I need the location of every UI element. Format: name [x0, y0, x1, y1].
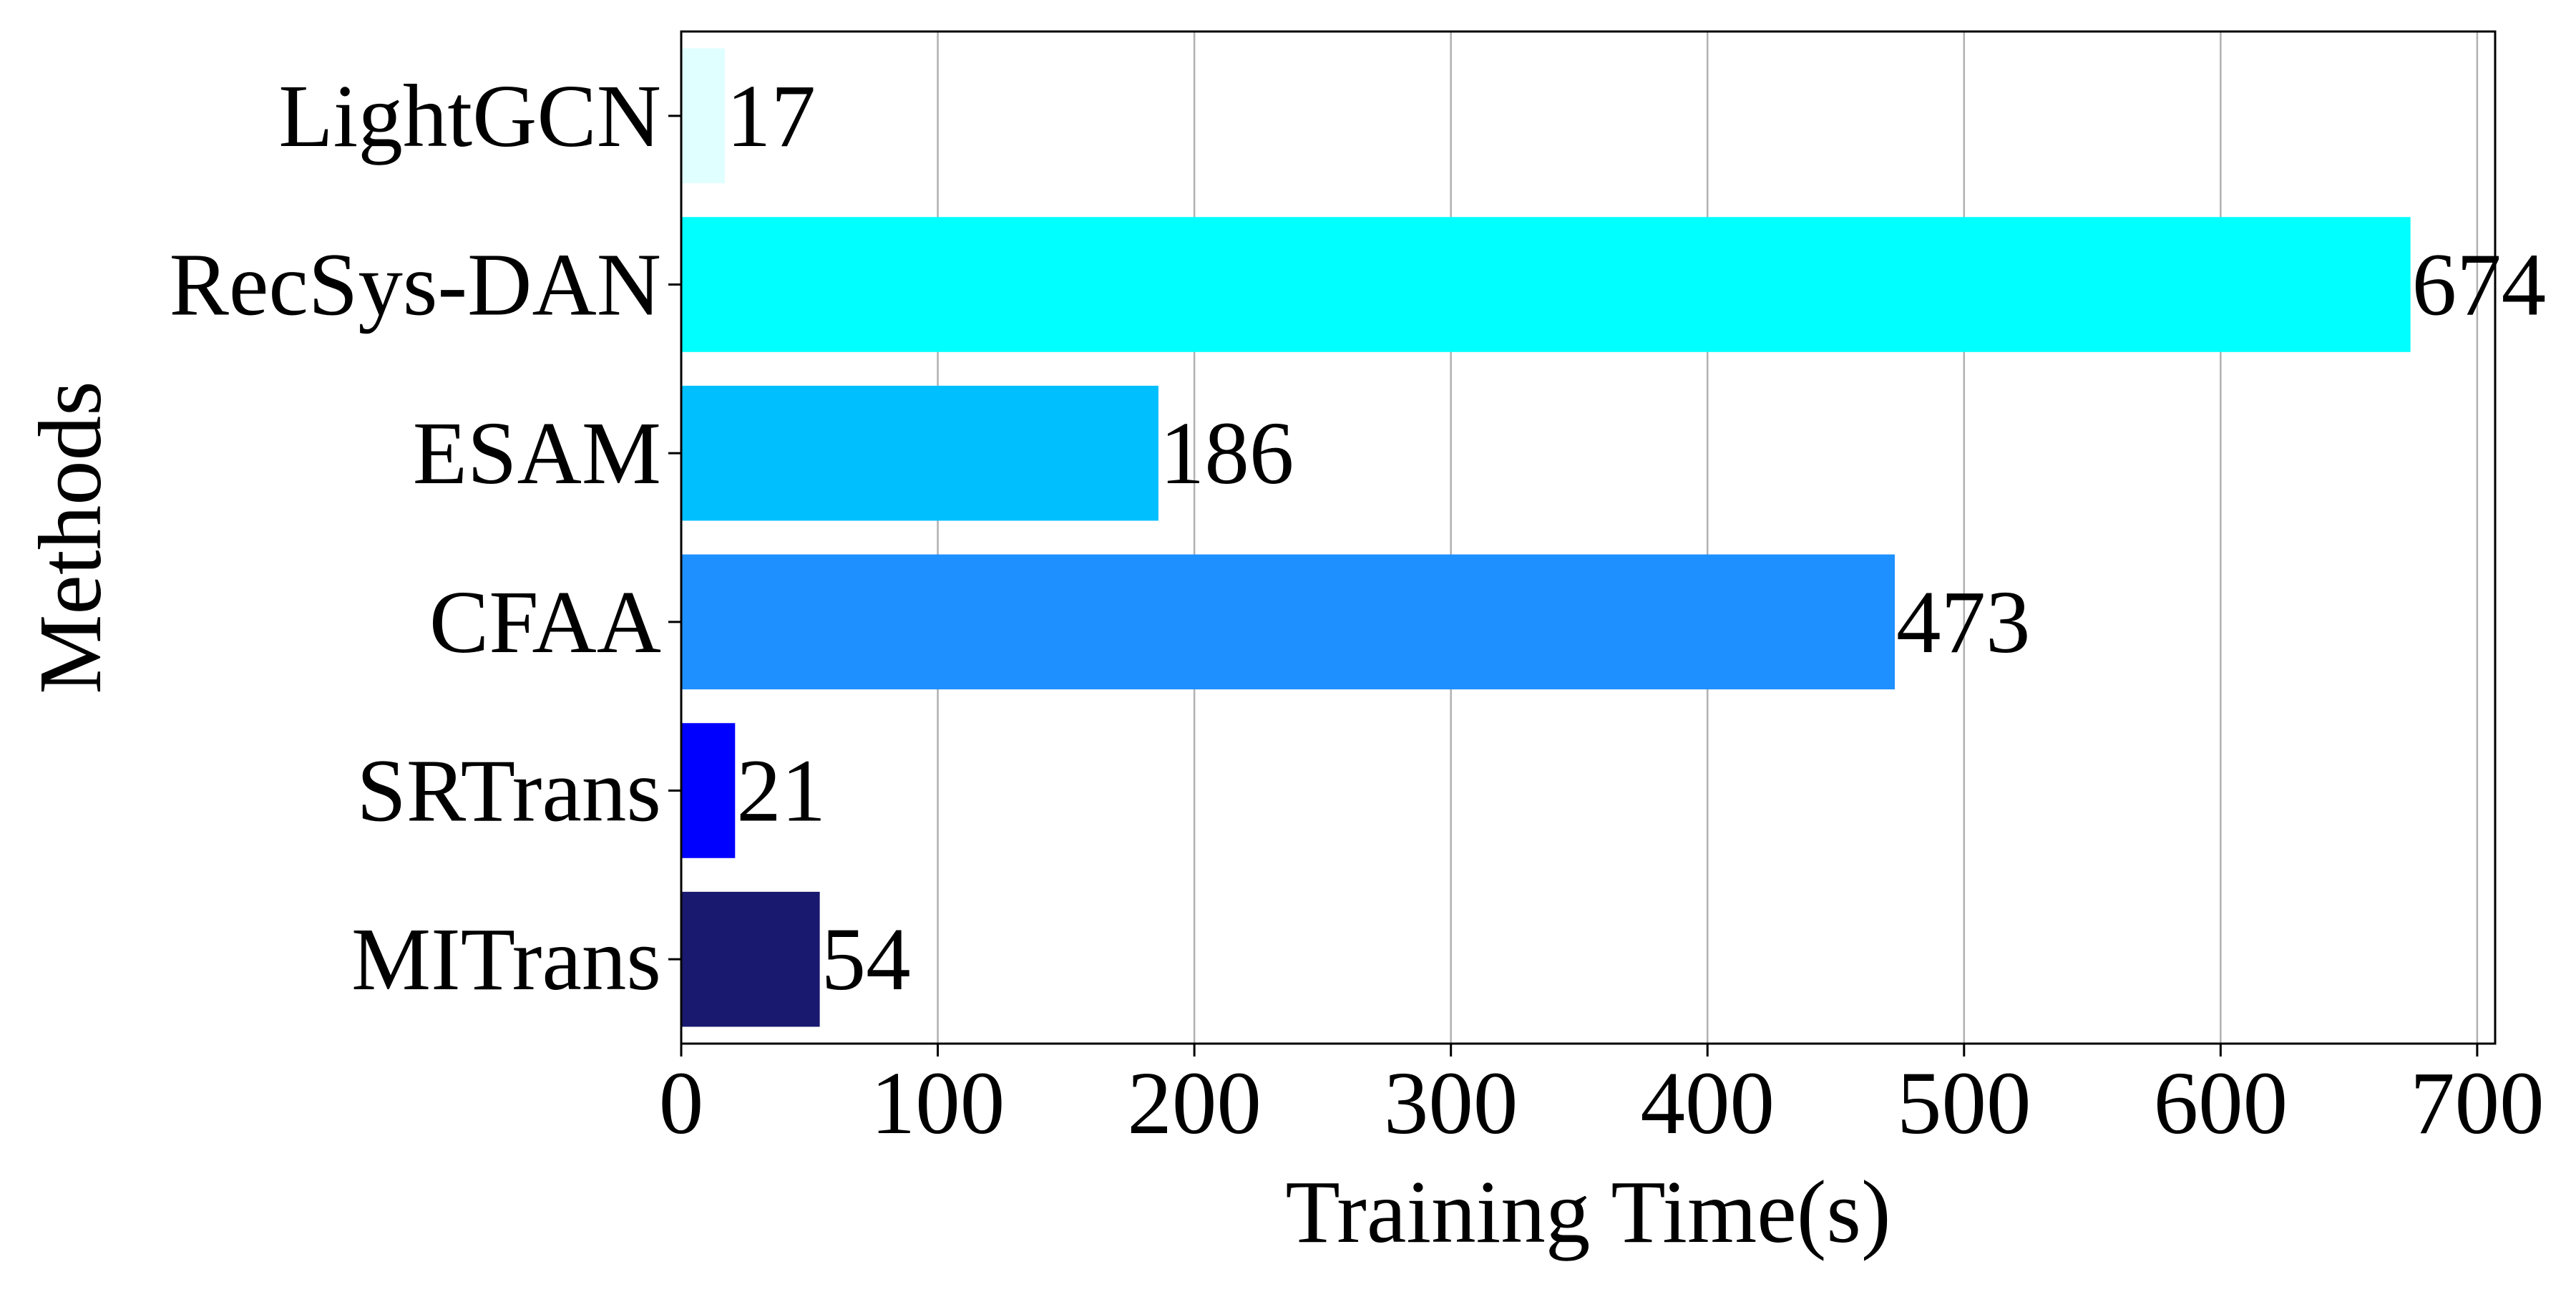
y-tick-label: LightGCN: [278, 67, 661, 166]
x-tick-label: 400: [1640, 1054, 1775, 1153]
x-ticks: 0 100 200 300 400 500 600 700: [659, 1044, 2545, 1153]
data-label: 473: [1896, 573, 2031, 672]
bars: [681, 48, 2411, 1027]
y-axis-title: Methods: [21, 381, 120, 694]
x-tick-label: 0: [659, 1054, 704, 1153]
y-tick-label: SRTrans: [356, 742, 661, 841]
x-tick-label: 100: [871, 1054, 1005, 1153]
bar: [681, 554, 1895, 690]
data-label: 54: [821, 910, 911, 1009]
bar: [681, 723, 736, 858]
x-axis-title: Training Time(s): [1285, 1163, 1890, 1262]
bar: [681, 217, 2411, 352]
y-tick-label: RecSys-DAN: [170, 236, 661, 335]
y-tick-label: ESAM: [413, 404, 661, 503]
x-tick-label: 500: [1897, 1054, 2031, 1153]
y-ticks: LightGCN RecSys-DAN ESAM CFAA SRTrans MITrans: [170, 67, 681, 1009]
y-tick-label: CFAA: [429, 573, 661, 672]
data-label: 674: [2412, 236, 2547, 335]
bar: [681, 891, 820, 1027]
grid-lines: [680, 31, 2479, 1044]
data-label: 17: [726, 67, 816, 166]
x-tick-label: 600: [2154, 1054, 2288, 1153]
data-label: 186: [1160, 404, 1294, 503]
y-tick-label: MITrans: [351, 910, 661, 1009]
bar: [681, 385, 1158, 521]
data-labels: 17 674 186 473 21 54: [726, 67, 2546, 1009]
data-label: 21: [736, 742, 826, 841]
plot-frame: [680, 30, 2497, 1045]
bar: [681, 48, 725, 184]
x-tick-label: 700: [2410, 1054, 2545, 1153]
x-tick-label: 200: [1127, 1054, 1262, 1153]
x-tick-label: 300: [1384, 1054, 1518, 1153]
